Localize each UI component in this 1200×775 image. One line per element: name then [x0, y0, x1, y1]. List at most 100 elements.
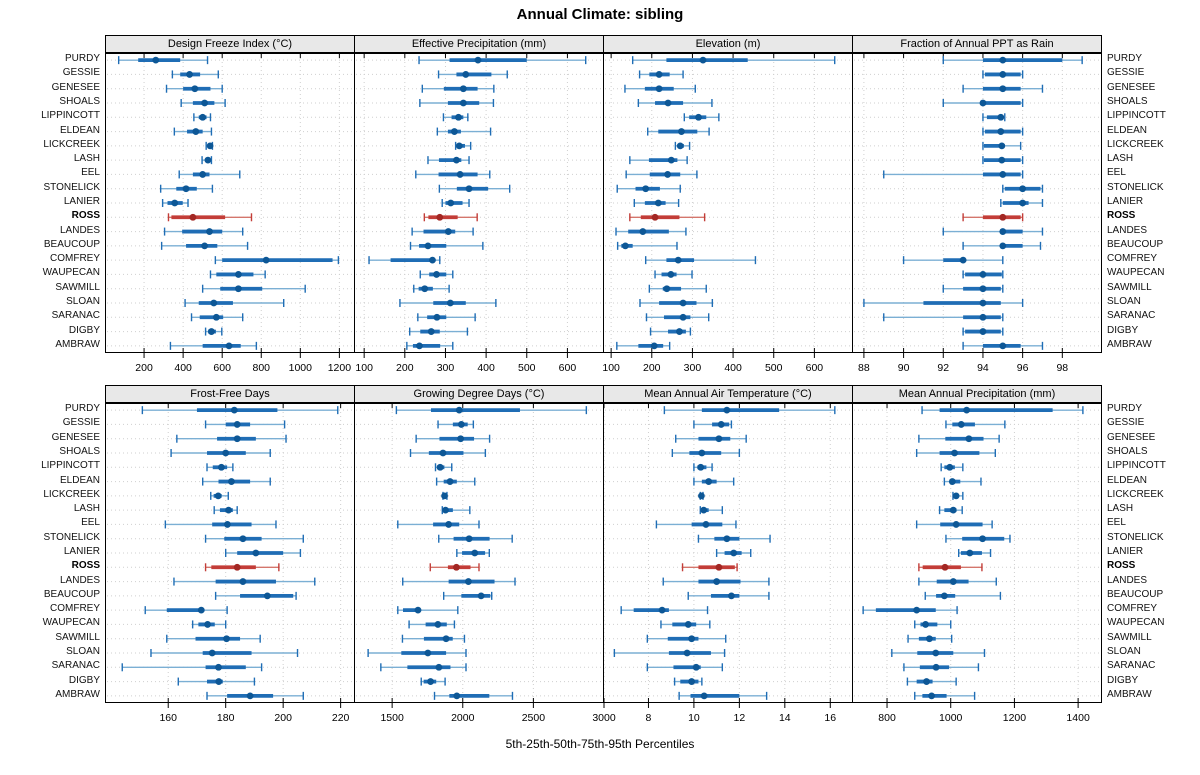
percentile-row-gessie — [204, 420, 286, 429]
median-dot — [679, 299, 687, 307]
percentile-row-comfrey — [620, 606, 709, 615]
site-label-right-lippincott: LIPPINCOTT — [1107, 460, 1166, 472]
median-dot — [642, 185, 650, 193]
percentile-row-lickcreek — [698, 491, 705, 500]
site-label-right-beaucoup: BEAUCOUP — [1107, 238, 1164, 250]
percentile-row-lash — [201, 156, 213, 165]
median-dot — [225, 342, 233, 350]
median-dot — [621, 242, 629, 250]
median-dot — [239, 578, 247, 585]
percentile-row-gessie — [693, 420, 733, 429]
percentile-row-ambraw — [914, 691, 976, 700]
median-dot — [442, 506, 449, 514]
median-dot — [998, 142, 1006, 150]
percentile-row-waupecan — [962, 270, 1004, 279]
median-dot — [676, 328, 683, 335]
site-label-right-eldean: ELDEAN — [1107, 124, 1148, 136]
median-dot — [453, 156, 460, 164]
median-dot — [246, 692, 254, 700]
median-dot — [263, 592, 271, 600]
median-dot — [999, 71, 1007, 78]
median-dot — [959, 256, 967, 264]
percentile-row-purdy — [141, 406, 339, 415]
median-dot — [262, 256, 270, 264]
median-dot — [676, 142, 684, 150]
median-dot — [447, 199, 455, 207]
median-dot — [999, 242, 1007, 250]
axis-tick-label: 300 — [684, 362, 702, 374]
percentile-row-comfrey — [214, 256, 340, 265]
percentile-row-eel — [164, 520, 277, 529]
panel-fraction-of-annual-ppt-as-rain: Fraction of Annual PPT as Rain 88 90 92 94 96… — [852, 35, 1102, 377]
median-dot — [963, 406, 971, 414]
percentile-row-lickcreek — [210, 491, 229, 500]
panel-header: Frost-Free Days — [105, 385, 355, 403]
percentile-row-digby — [408, 327, 469, 336]
median-dot — [1019, 199, 1027, 207]
axis-tick-label: 600 — [559, 362, 577, 374]
median-dot — [654, 199, 662, 207]
median-dot — [210, 299, 218, 307]
site-label-right-digby: DIGBY — [1107, 324, 1139, 336]
percentile-row-waupecan — [209, 270, 266, 279]
median-dot — [453, 563, 460, 571]
median-dot — [692, 663, 700, 671]
median-dot — [199, 113, 207, 121]
panel-header: Growing Degree Days (°C) — [354, 385, 604, 403]
site-label-right-digby: DIGBY — [1107, 674, 1139, 686]
percentile-row-sloan — [639, 299, 714, 307]
percentile-row-lippincott — [206, 463, 234, 472]
percentile-row-ambraw — [616, 341, 671, 350]
site-label-left-lickcreek: LICKCREEK — [43, 138, 100, 150]
percentile-row-lanier — [441, 199, 470, 207]
median-dot — [966, 549, 974, 557]
median-dot — [455, 142, 463, 150]
median-dot — [979, 535, 986, 543]
median-dot — [201, 242, 209, 250]
site-label-left-landes: LANDES — [59, 574, 100, 586]
median-dot — [952, 521, 960, 528]
percentile-row-eel — [883, 170, 1024, 179]
median-dot — [223, 635, 230, 643]
percentile-row-lippincott — [683, 113, 720, 122]
median-dot — [723, 406, 731, 414]
percentile-row-ross — [423, 213, 478, 222]
percentile-row-stonelick — [438, 534, 513, 543]
median-dot — [453, 692, 461, 700]
panel-plot: 800 1000 1200 1400 — [852, 403, 1102, 724]
percentile-row-lanier — [1000, 199, 1044, 207]
median-dot — [698, 492, 705, 500]
median-dot — [186, 71, 193, 78]
median-dot — [424, 649, 432, 657]
percentile-row-lash — [938, 506, 963, 515]
site-label-left-waupecan: WAUPECAN — [42, 617, 100, 629]
axis-tick-label: 1200 — [328, 362, 352, 374]
percentile-row-lickcreek — [441, 491, 448, 500]
percentile-row-sawmill — [166, 634, 261, 643]
axis-tick-label: 180 — [217, 712, 235, 724]
percentile-row-beaucoup — [616, 241, 678, 250]
percentile-row-gessie — [982, 70, 1024, 79]
percentile-row-waupecan — [191, 620, 227, 629]
percentile-row-comfrey — [902, 256, 1004, 265]
site-label-left-beaucoup: BEAUCOUP — [43, 588, 100, 600]
median-dot — [979, 328, 987, 335]
site-label-left-eldean: ELDEAN — [59, 124, 100, 136]
site-label-left-stonelick: STONELICK — [43, 181, 101, 193]
axis-tick-label: 200 — [274, 712, 292, 724]
axis-tick-label: 98 — [1056, 362, 1068, 374]
median-dot — [702, 521, 710, 528]
percentile-row-saranac — [883, 313, 1004, 322]
percentile-row-eldean — [943, 477, 982, 486]
site-label-left-beaucoup: BEAUCOUP — [43, 238, 100, 250]
median-dot — [728, 592, 735, 600]
median-dot — [433, 271, 440, 278]
site-label-left-lash: LASH — [73, 503, 100, 515]
percentile-row-beaucoup — [687, 591, 770, 600]
site-label-left-lippincott: LIPPINCOTT — [41, 110, 100, 122]
site-label-right-eldean: ELDEAN — [1107, 474, 1148, 486]
axis-tick-label: 600 — [806, 362, 824, 374]
percentile-row-eldean — [435, 477, 476, 486]
site-label-right-ambraw: AMBRAW — [1107, 688, 1152, 700]
median-dot — [695, 113, 702, 121]
